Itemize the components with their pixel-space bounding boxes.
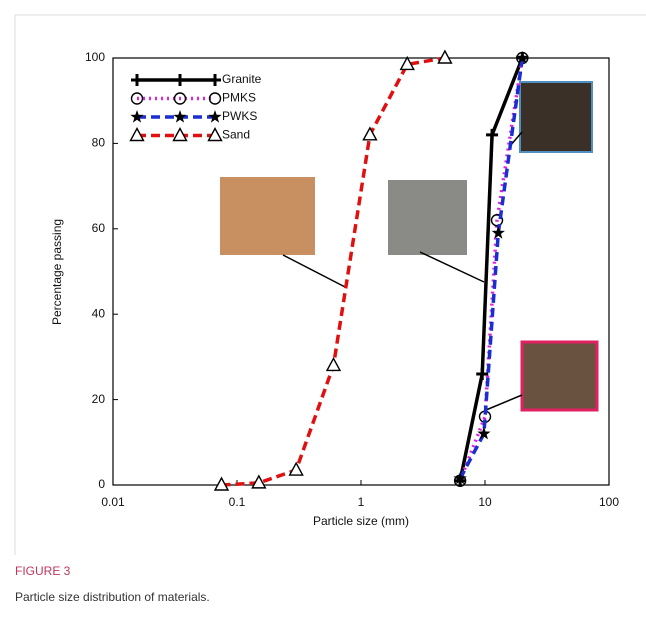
legend-marker bbox=[173, 110, 186, 123]
marker bbox=[327, 358, 340, 370]
y-tick-label: 0 bbox=[98, 477, 105, 491]
caption-label: FIGURE 3 bbox=[15, 564, 71, 578]
photo-pmks bbox=[522, 342, 597, 410]
x-tick-label: 1 bbox=[358, 495, 365, 509]
y-tick-label: 40 bbox=[92, 306, 106, 320]
x-tick-label: 0.1 bbox=[229, 495, 246, 509]
marker bbox=[492, 226, 505, 239]
y-tick-label: 60 bbox=[92, 221, 106, 235]
photo-pwks bbox=[520, 82, 592, 152]
legend-marker bbox=[174, 74, 186, 86]
y-axis-label: Percentage passing bbox=[50, 219, 64, 325]
legend-marker bbox=[131, 74, 143, 86]
marker bbox=[290, 463, 303, 475]
series-line bbox=[460, 58, 522, 479]
x-tick-label: 10 bbox=[478, 495, 492, 509]
photo-granite bbox=[388, 180, 467, 255]
caption-text: Particle size distribution of materials. bbox=[15, 590, 210, 604]
legend-marker bbox=[208, 110, 221, 123]
x-tick-label: 100 bbox=[599, 495, 619, 509]
photo-sand bbox=[220, 177, 315, 255]
chart: Particle size (mm) Percentage passing FI… bbox=[0, 0, 646, 628]
x-axis-label: Particle size (mm) bbox=[313, 514, 409, 528]
x-tick-label: 0.01 bbox=[101, 495, 125, 509]
y-tick-label: 20 bbox=[92, 392, 106, 406]
legend-label: Granite bbox=[222, 72, 262, 86]
y-tick-label: 100 bbox=[85, 50, 105, 64]
page: Particle size (mm) Percentage passing FI… bbox=[0, 0, 646, 633]
legend-marker bbox=[209, 74, 221, 86]
marker bbox=[486, 129, 498, 141]
legend-marker bbox=[130, 110, 143, 123]
legend-label: Sand bbox=[222, 128, 250, 142]
y-tick-label: 80 bbox=[92, 136, 106, 150]
legend-label: PWKS bbox=[222, 109, 257, 123]
legend-label: PMKS bbox=[222, 91, 256, 105]
